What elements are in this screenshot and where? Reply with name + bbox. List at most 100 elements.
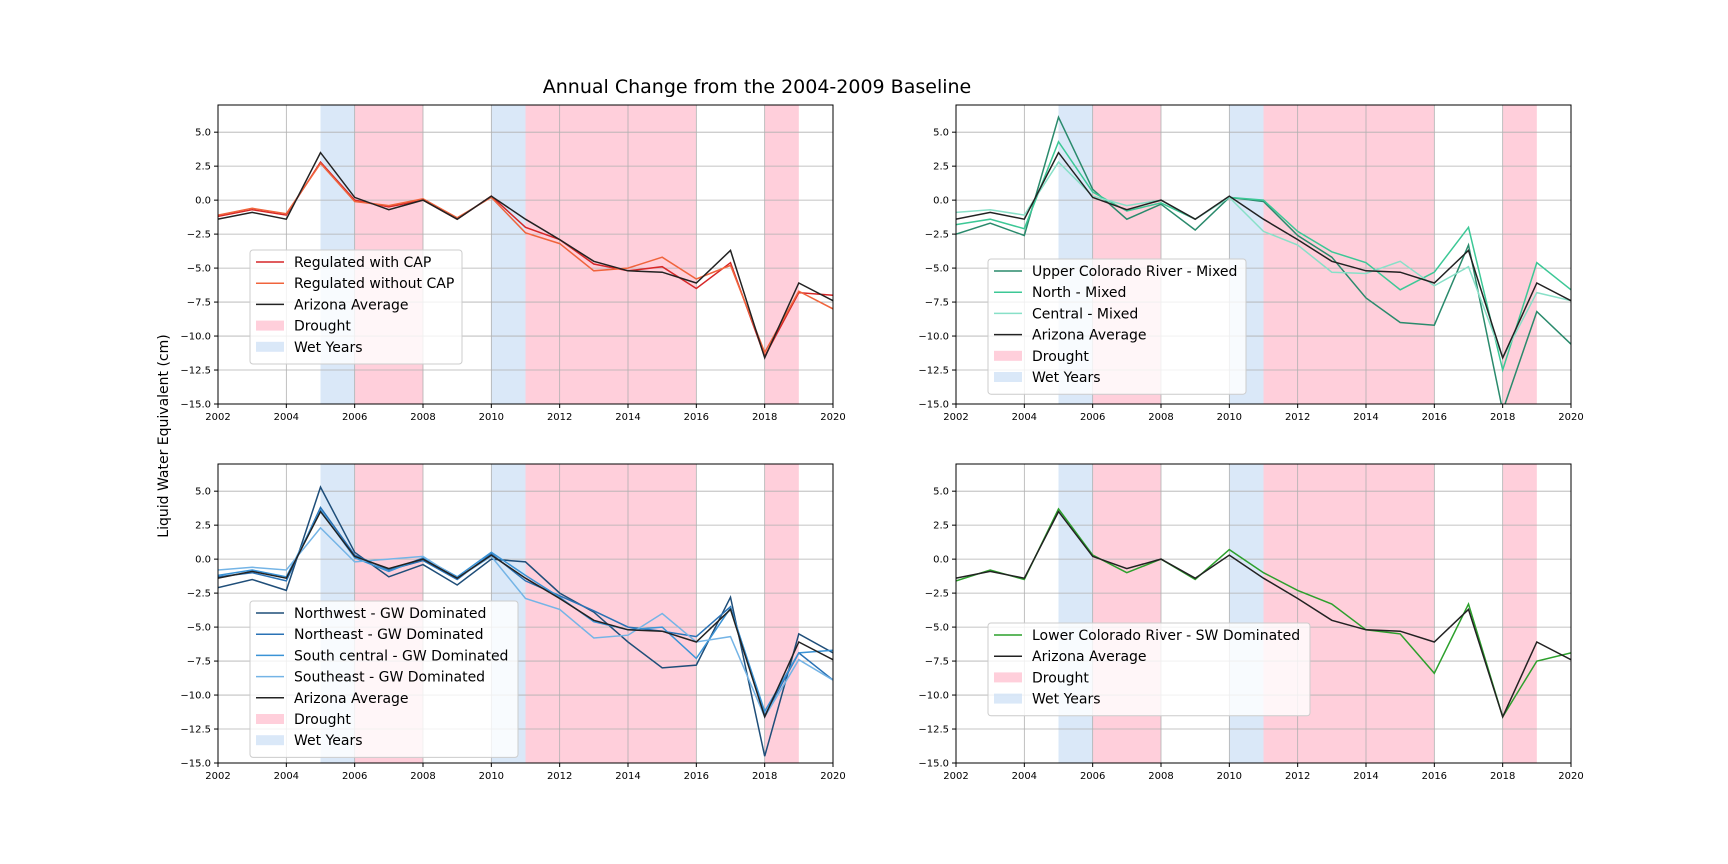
y-tick-label: −12.5 — [180, 725, 211, 736]
legend-swatch — [256, 341, 284, 352]
x-tick-label: 2014 — [1353, 412, 1378, 423]
legend: Regulated with CAP Regulated without CAP A… — [249, 249, 463, 365]
x-tick-label: 2016 — [684, 771, 709, 782]
drought-band — [764, 464, 799, 763]
x-tick-label: 2018 — [1490, 771, 1515, 782]
series-line — [956, 160, 1571, 360]
legend-swatch — [256, 320, 284, 331]
panel-2: 2002 2004 2006 2008 2010 2012 2014 2016 2018 2020… — [918, 104, 1584, 423]
legend-swatch — [994, 350, 1022, 361]
y-tick-label: 2.5 — [933, 162, 949, 173]
x-tick-label: 2020 — [820, 771, 845, 782]
legend-label: Upper Colorado River - Mixed — [1032, 264, 1237, 280]
y-tick-label: −5.0 — [187, 264, 211, 275]
series-line — [956, 507, 1571, 719]
x-tick-label: 2008 — [1148, 412, 1173, 423]
y-tick-label: −7.5 — [187, 657, 211, 668]
x-tick-label: 2020 — [1558, 771, 1583, 782]
figure-title: Annual Change from the 2004-2009 Baselin… — [543, 76, 972, 98]
series-line — [218, 526, 833, 719]
y-tick-label: −2.5 — [925, 230, 949, 241]
series-line — [218, 506, 833, 718]
series-line — [956, 140, 1571, 373]
legend-box — [249, 600, 519, 758]
x-tick-label: 2008 — [410, 412, 435, 423]
legend-label: Regulated with CAP — [294, 255, 431, 271]
x-tick-label: 2014 — [615, 412, 640, 423]
y-tick-label: −2.5 — [187, 230, 211, 241]
y-tick-label: 5.0 — [933, 128, 949, 139]
axes-frame — [217, 104, 834, 405]
y-tick-label: −7.5 — [925, 298, 949, 309]
legend-label: Drought — [294, 319, 351, 335]
y-tick-label: 0.0 — [195, 555, 211, 566]
legend-label: Drought — [1032, 349, 1089, 365]
x-tick-label: 2016 — [1422, 771, 1447, 782]
y-tick-label: −10.0 — [918, 332, 949, 343]
x-tick-label: 2004 — [274, 412, 299, 423]
y-tick-label: 5.0 — [195, 128, 211, 139]
legend-box — [249, 249, 463, 365]
y-tick-label: −5.0 — [187, 623, 211, 634]
y-tick-label: −7.5 — [925, 657, 949, 668]
x-tick-label: 2006 — [1080, 771, 1105, 782]
legend-label: Arizona Average — [294, 297, 409, 313]
legend-label: Regulated without CAP — [294, 276, 454, 292]
legend-label: Arizona Average — [294, 691, 409, 707]
drought-band — [525, 464, 697, 763]
x-tick-label: 2006 — [342, 771, 367, 782]
x-tick-label: 2016 — [1422, 412, 1447, 423]
legend-swatch — [256, 735, 284, 746]
x-tick-label: 2018 — [752, 412, 777, 423]
y-tick-label: −15.0 — [180, 759, 211, 770]
drought-band — [1263, 105, 1435, 404]
wet-band — [1229, 464, 1264, 763]
series-line — [218, 162, 833, 355]
y-tick-label: 2.5 — [195, 521, 211, 532]
x-tick-label: 2006 — [342, 412, 367, 423]
y-tick-label: −10.0 — [180, 332, 211, 343]
x-tick-label: 2004 — [274, 771, 299, 782]
y-tick-label: −15.0 — [180, 400, 211, 411]
x-tick-label: 2002 — [943, 771, 968, 782]
legend-label: Northeast - GW Dominated — [294, 627, 484, 643]
legend-label: Lower Colorado River - SW Dominated — [1032, 628, 1300, 644]
legend-label: Northwest - GW Dominated — [294, 606, 486, 622]
legend-label: Arizona Average — [1032, 649, 1147, 665]
drought-band — [764, 105, 799, 404]
y-tick-label: −10.0 — [180, 691, 211, 702]
x-tick-label: 2020 — [820, 412, 845, 423]
legend: Upper Colorado River - Mixed North - Mixe… — [987, 258, 1247, 395]
drought-band — [1502, 464, 1537, 763]
x-tick-label: 2012 — [1285, 771, 1310, 782]
drought-band — [525, 105, 697, 404]
y-tick-label: −12.5 — [180, 366, 211, 377]
legend: Northwest - GW Dominated Northeast - GW D… — [249, 600, 519, 758]
y-tick-label: −7.5 — [187, 298, 211, 309]
drought-band — [1092, 464, 1161, 763]
series-line — [218, 485, 833, 757]
y-tick-label: 5.0 — [933, 487, 949, 498]
legend-label: Central - Mixed — [1032, 306, 1138, 322]
y-tick-label: 0.0 — [933, 555, 949, 566]
series-line — [218, 510, 833, 719]
y-tick-label: −15.0 — [918, 759, 949, 770]
y-tick-label: 0.0 — [195, 196, 211, 207]
x-tick-label: 2002 — [205, 412, 230, 423]
y-tick-label: −2.5 — [925, 589, 949, 600]
y-tick-label: −10.0 — [918, 691, 949, 702]
legend: Lower Colorado River - SW Dominated Arizo… — [987, 622, 1311, 717]
drought-band — [1263, 464, 1435, 763]
legend-box — [987, 622, 1311, 717]
wet-band — [491, 105, 526, 404]
x-tick-label: 2010 — [1217, 771, 1242, 782]
wet-band — [1058, 464, 1093, 763]
legend-swatch — [256, 714, 284, 724]
legend-label: South central - GW Dominated — [294, 648, 508, 664]
y-tick-label: 2.5 — [195, 162, 211, 173]
x-tick-label: 2010 — [479, 412, 504, 423]
panel-1: 2002 2004 2006 2008 2010 2012 2014 2016 2018 2020… — [180, 104, 846, 423]
x-tick-label: 2012 — [547, 771, 572, 782]
y-tick-label: −5.0 — [925, 264, 949, 275]
